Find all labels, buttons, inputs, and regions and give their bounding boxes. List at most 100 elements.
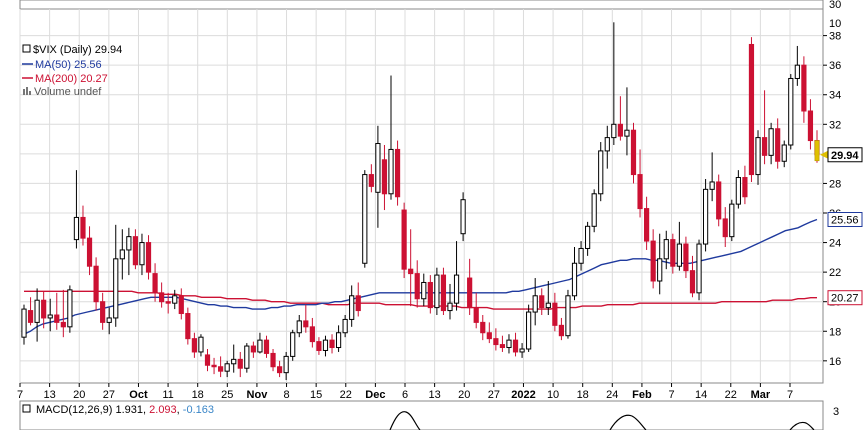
candle-up [611,22,617,145]
candle-body [283,355,289,374]
candle-down [467,258,473,315]
candle-body [67,289,73,328]
candle-body [480,321,486,334]
candle-down [276,360,283,378]
candle-down [165,292,171,314]
candle-up [106,307,112,335]
x-tick-label: 27 [488,389,500,401]
candle-down [80,205,86,246]
candle-body [335,332,342,349]
candle-body [696,243,702,294]
candle-body [742,177,748,198]
candle-down [270,349,276,372]
candle-down [60,289,66,338]
candle-up [257,332,263,354]
candle-down [644,196,650,250]
candle-body [257,339,263,353]
candle-down [401,202,407,279]
candle-body [132,236,139,266]
candle-down [722,207,728,247]
candle-down [689,255,696,298]
candle-body [676,243,682,267]
ma50-value-label: 25.56 [831,215,859,227]
candle-up [526,304,532,352]
candle-body [611,123,617,139]
candle-up [322,335,329,357]
candle-down [54,292,60,330]
candle-body [683,243,689,272]
candle-body [801,64,807,112]
last-candle-highlight [814,140,820,162]
candle-down [539,288,545,315]
candle-up [729,199,735,242]
candle-up [781,140,787,168]
legend-ma200: MA(200) 20.27 [35,73,108,85]
last-price-box [827,147,863,163]
candle-body [126,236,132,251]
candle-up [709,152,715,202]
candle-body [394,148,401,198]
candle-body [27,310,34,323]
candle-down [408,229,414,307]
price-candles [21,22,820,381]
x-tick-label: Mar [751,389,771,401]
candle-body [113,258,119,319]
candle-body [709,181,715,190]
candle-down [41,291,47,329]
candle-up [349,285,355,327]
candle-down [250,341,256,358]
candle-body [145,242,152,273]
main-panel [19,8,824,384]
candle-down [742,165,748,205]
candle-up [119,229,125,280]
legend-swatch-main [22,44,31,53]
candle-down [801,56,807,123]
candle-body [558,324,565,337]
last-price-arrow [820,150,828,159]
candle-body [512,339,519,353]
x-tick-label: 2022 [511,389,535,401]
x-tick-label: 13 [428,389,440,401]
candle-body [159,292,165,303]
candle-body [211,364,217,368]
y-tick-label: 32 [829,119,841,131]
candle-up [224,360,230,378]
candle-body [296,320,302,334]
top-panel-tick-30: 30 [829,0,841,11]
candle-up [519,343,525,358]
candle-body [663,239,669,260]
candle-up [172,289,178,310]
candle-body [486,332,492,340]
candle-body [414,273,420,300]
candle-up [421,273,427,307]
candle-down [716,174,722,227]
candle-up [532,278,538,326]
candle-body [204,354,211,366]
x-tick-label: Feb [632,389,652,401]
candle-body [375,143,381,193]
candle-down [670,233,676,274]
candle-body [624,129,630,137]
candle-up [447,283,453,320]
x-tick-label: 7 [787,389,793,401]
ma50-badge: 25.56 [827,212,863,228]
candle-body [617,123,623,137]
candle-body [362,174,368,264]
candle-up [67,285,73,333]
candle-body [506,339,512,349]
candle-body [427,281,433,309]
candle-body [309,326,315,343]
candle-body [34,299,40,323]
x-tick-label: 22 [340,389,352,401]
candle-up [296,315,302,338]
y-tick-label: 38 [829,31,841,43]
candle-down [775,118,781,169]
candle-down [263,335,270,358]
macd-label: MACD(12,26,9) 1.931, 2.093, -0.163 [36,404,214,416]
y-tick-label: 24 [829,238,841,250]
candle-down [617,96,623,141]
candle-body [119,249,125,260]
candle-body [565,295,571,337]
candle-body [368,174,374,187]
